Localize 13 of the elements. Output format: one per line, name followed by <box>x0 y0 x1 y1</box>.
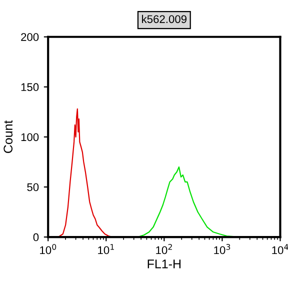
chart-title: k562.009 <box>142 14 186 24</box>
y-tick-label: 100 <box>21 133 39 142</box>
x-tick-label: 10$^{3}$ <box>214 244 230 254</box>
y-tick-label: 0 <box>33 233 39 242</box>
y-tick-label: 150 <box>21 83 39 92</box>
y-axis-title: Count <box>4 120 13 153</box>
y-tick-label: 200 <box>21 33 39 41</box>
x-tick-label: 10$^{4}$ <box>272 244 288 254</box>
x-tick-label: 10$^{2}$ <box>156 244 172 254</box>
x-tick-label: 10$^{1}$ <box>98 244 114 254</box>
x-axis-title: FL1-H <box>148 260 181 268</box>
y-tick-label: 50 <box>27 183 39 192</box>
x-tick-label: 10$^{0}$ <box>40 244 56 254</box>
